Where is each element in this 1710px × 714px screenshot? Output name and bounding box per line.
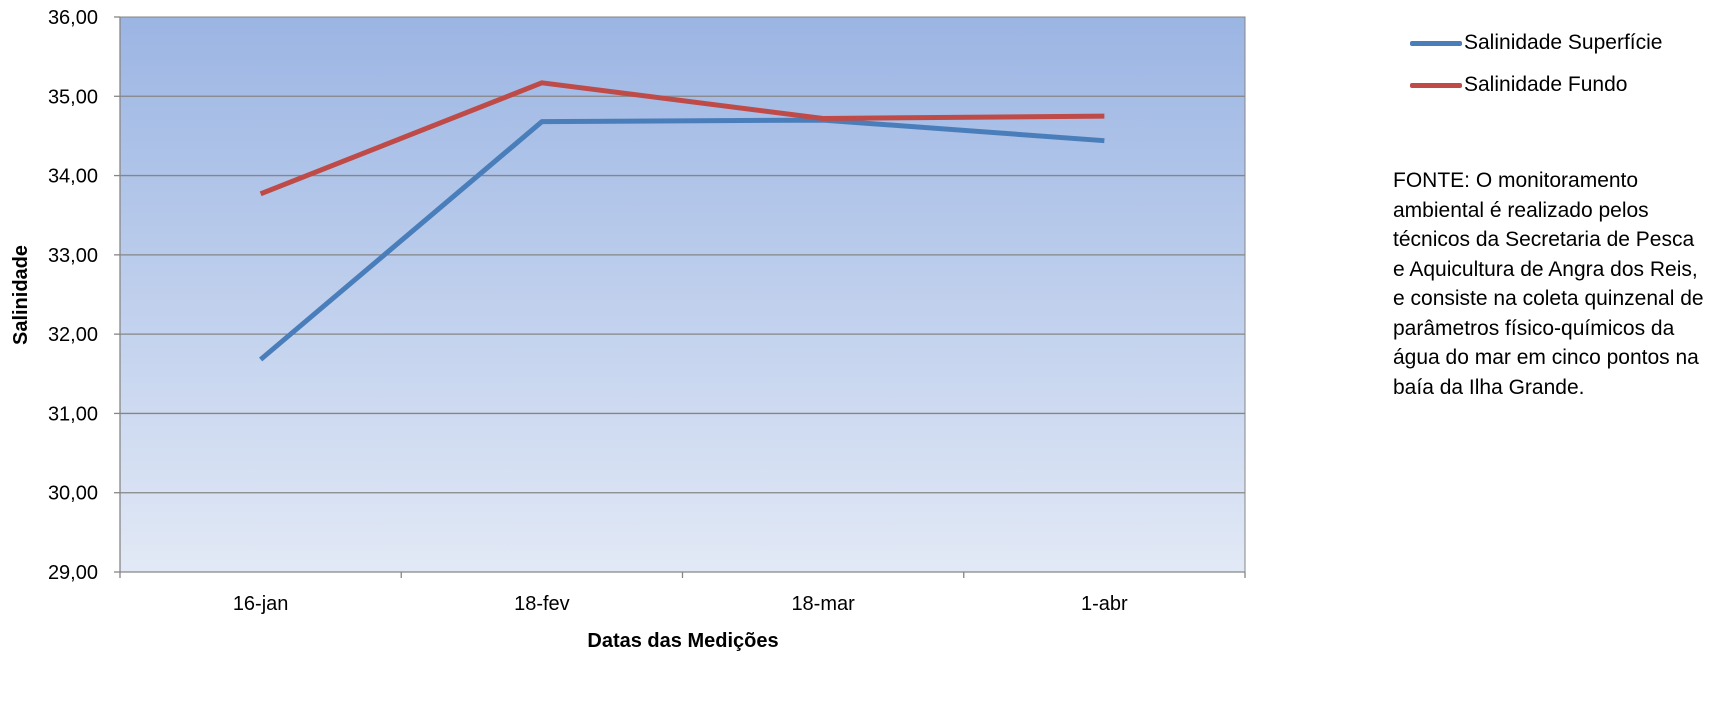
source-note: FONTE: O monitoramento ambiental é reali… bbox=[1393, 169, 1704, 399]
y-tick-label: 36,00 bbox=[48, 7, 98, 29]
legend-item-superficie: Salinidade Superfície bbox=[1410, 22, 1662, 64]
legend-item-fundo: Salinidade Fundo bbox=[1410, 64, 1662, 106]
x-tick-label: 18-mar bbox=[791, 593, 855, 615]
y-axis-title: Salinidade bbox=[10, 245, 32, 345]
legend-label-fundo: Salinidade Fundo bbox=[1464, 73, 1628, 96]
y-tick-label: 30,00 bbox=[48, 483, 98, 505]
legend-label-superficie: Salinidade Superfície bbox=[1464, 31, 1663, 54]
y-tick-label: 31,00 bbox=[48, 403, 98, 425]
y-tick-label: 32,00 bbox=[48, 324, 98, 346]
x-tick-label: 1-abr bbox=[1081, 593, 1128, 615]
legend-swatch-superficie bbox=[1410, 40, 1462, 46]
x-axis-title: Datas das Medições bbox=[587, 630, 778, 652]
y-tick-label: 33,00 bbox=[48, 245, 98, 267]
x-tick-label: 18-fev bbox=[514, 593, 570, 615]
series-line-1 bbox=[259, 80, 1105, 197]
line-chart: 29,00 30,00 31,00 32,00 33,00 34,00 35,00 36,00… bbox=[10, 7, 1246, 652]
y-tick-label: 29,00 bbox=[48, 562, 98, 584]
series-line-0 bbox=[259, 117, 1105, 362]
y-tick-label: 35,00 bbox=[48, 86, 98, 108]
x-tick-label: 16-jan bbox=[233, 593, 289, 615]
legend-swatch-fundo bbox=[1410, 82, 1462, 88]
legend: Salinidade Superfície Salinidade Fundo bbox=[1410, 22, 1662, 106]
y-tick-label: 34,00 bbox=[48, 166, 98, 188]
plot-area bbox=[119, 16, 1246, 573]
